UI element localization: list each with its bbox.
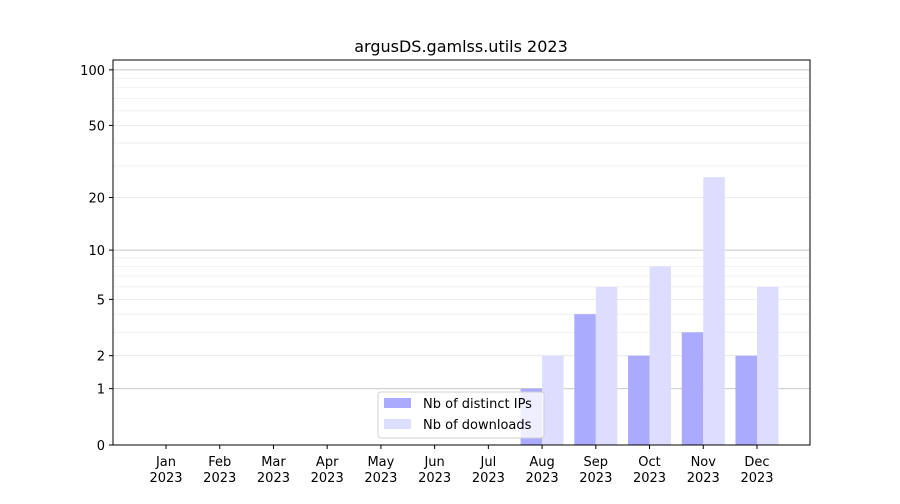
x-tick-label: Jun 2023 bbox=[418, 455, 451, 486]
bar-downloads bbox=[703, 177, 725, 445]
legend-swatch bbox=[384, 398, 411, 408]
x-tick-label: Jul 2023 bbox=[472, 455, 505, 486]
bar-distinct-ips bbox=[681, 332, 704, 445]
bar-distinct-ips bbox=[574, 314, 596, 445]
x-tick-label: Sep 2023 bbox=[579, 455, 612, 486]
x-tick-label: Oct 2023 bbox=[633, 455, 666, 486]
x-tick-label: Feb 2023 bbox=[203, 455, 236, 486]
legend-box bbox=[377, 391, 545, 439]
x-tick-label: Aug 2023 bbox=[526, 455, 559, 486]
y-tick-label: 20 bbox=[88, 192, 105, 207]
legend-swatch bbox=[384, 419, 411, 429]
y-tick-label: 0 bbox=[97, 439, 105, 454]
plot-frame bbox=[112, 59, 811, 446]
chart-title: argusDS.gamlss.utils 2023 bbox=[354, 37, 568, 56]
x-tick-label: Jan 2023 bbox=[149, 455, 182, 486]
legend-label: Nb of distinct IPs bbox=[423, 397, 532, 412]
y-tick-label: 50 bbox=[88, 119, 105, 134]
x-tick-label: Nov 2023 bbox=[687, 455, 720, 486]
legend-label: Nb of downloads bbox=[423, 418, 532, 433]
bar-downloads bbox=[542, 355, 564, 445]
x-tick-label: Mar 2023 bbox=[257, 455, 290, 486]
x-tick-label: Apr 2023 bbox=[311, 455, 344, 486]
x-tick-label: May 2023 bbox=[364, 455, 397, 486]
y-tick-label: 10 bbox=[88, 244, 105, 259]
y-tick-label: 5 bbox=[97, 293, 105, 308]
bar-downloads bbox=[649, 266, 672, 445]
bar-downloads bbox=[595, 286, 618, 445]
bar-distinct-ips bbox=[628, 355, 650, 445]
y-tick-label: 100 bbox=[80, 64, 105, 79]
legend: Nb of distinct IPs Nb of downloads bbox=[377, 391, 545, 439]
bar-distinct-ips bbox=[735, 355, 757, 445]
bar-downloads bbox=[757, 286, 779, 445]
y-tick-label: 2 bbox=[97, 350, 105, 365]
y-tick-label: 1 bbox=[97, 383, 105, 398]
x-tick-label: Dec 2023 bbox=[740, 455, 773, 486]
